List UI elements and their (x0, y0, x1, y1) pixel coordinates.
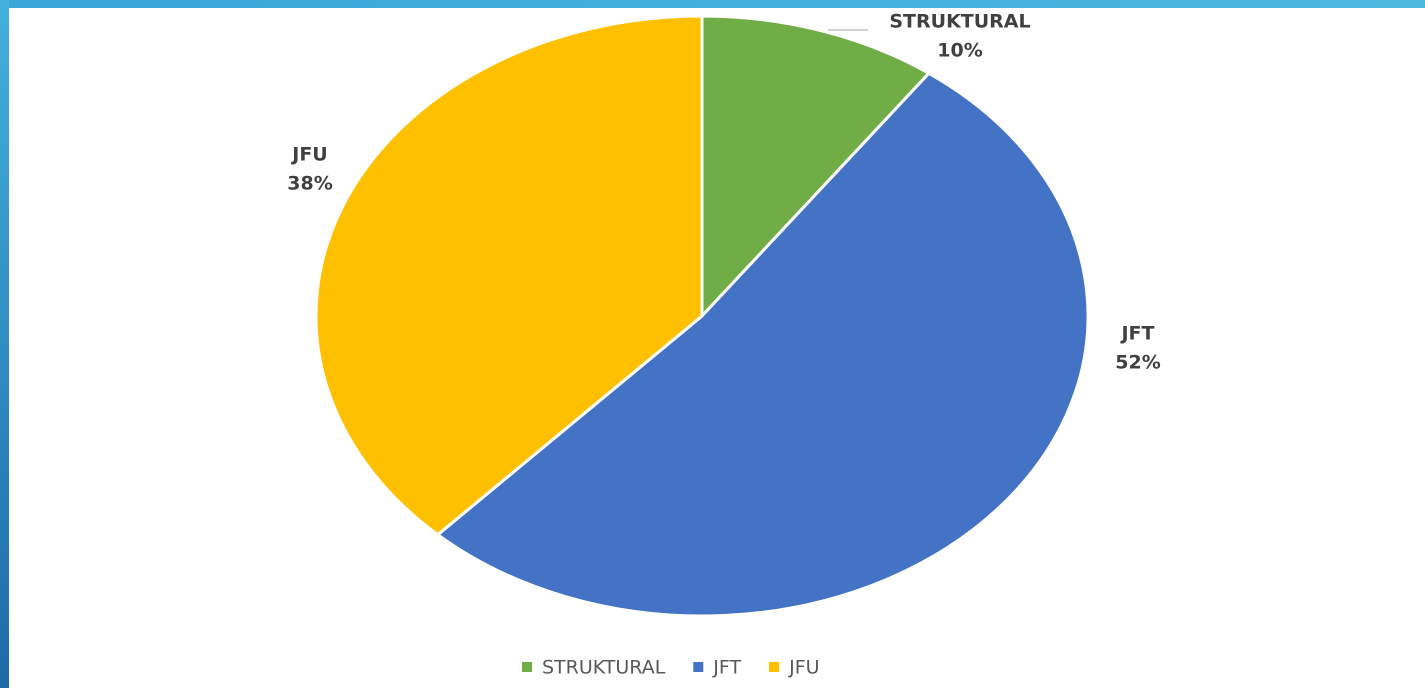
data-label: 10% (937, 40, 982, 62)
legend-marker (693, 662, 704, 672)
legend-label: JFT (712, 657, 741, 679)
data-label: 52% (1115, 352, 1160, 374)
data-label: 38% (287, 173, 332, 195)
data-label-category: JFT (1119, 323, 1154, 345)
pie-slice (700, 14, 932, 320)
legend-marker (769, 662, 780, 672)
left-frame (0, 0, 9, 688)
legend-label: JFU (788, 657, 819, 679)
legend-marker (522, 662, 532, 672)
pie-slice (435, 71, 1090, 618)
legend-label: STRUKTURAL (542, 657, 666, 679)
data-label-category: STRUKTURAL (889, 11, 1030, 33)
pie-slice (314, 14, 704, 537)
plot: STRUKTURAL 10% JFT 52% JFU 38% STRUKTURAL JFT JF… (287, 11, 1160, 679)
data-label-category: JFU (290, 144, 327, 166)
top-frame (0, 0, 1425, 8)
